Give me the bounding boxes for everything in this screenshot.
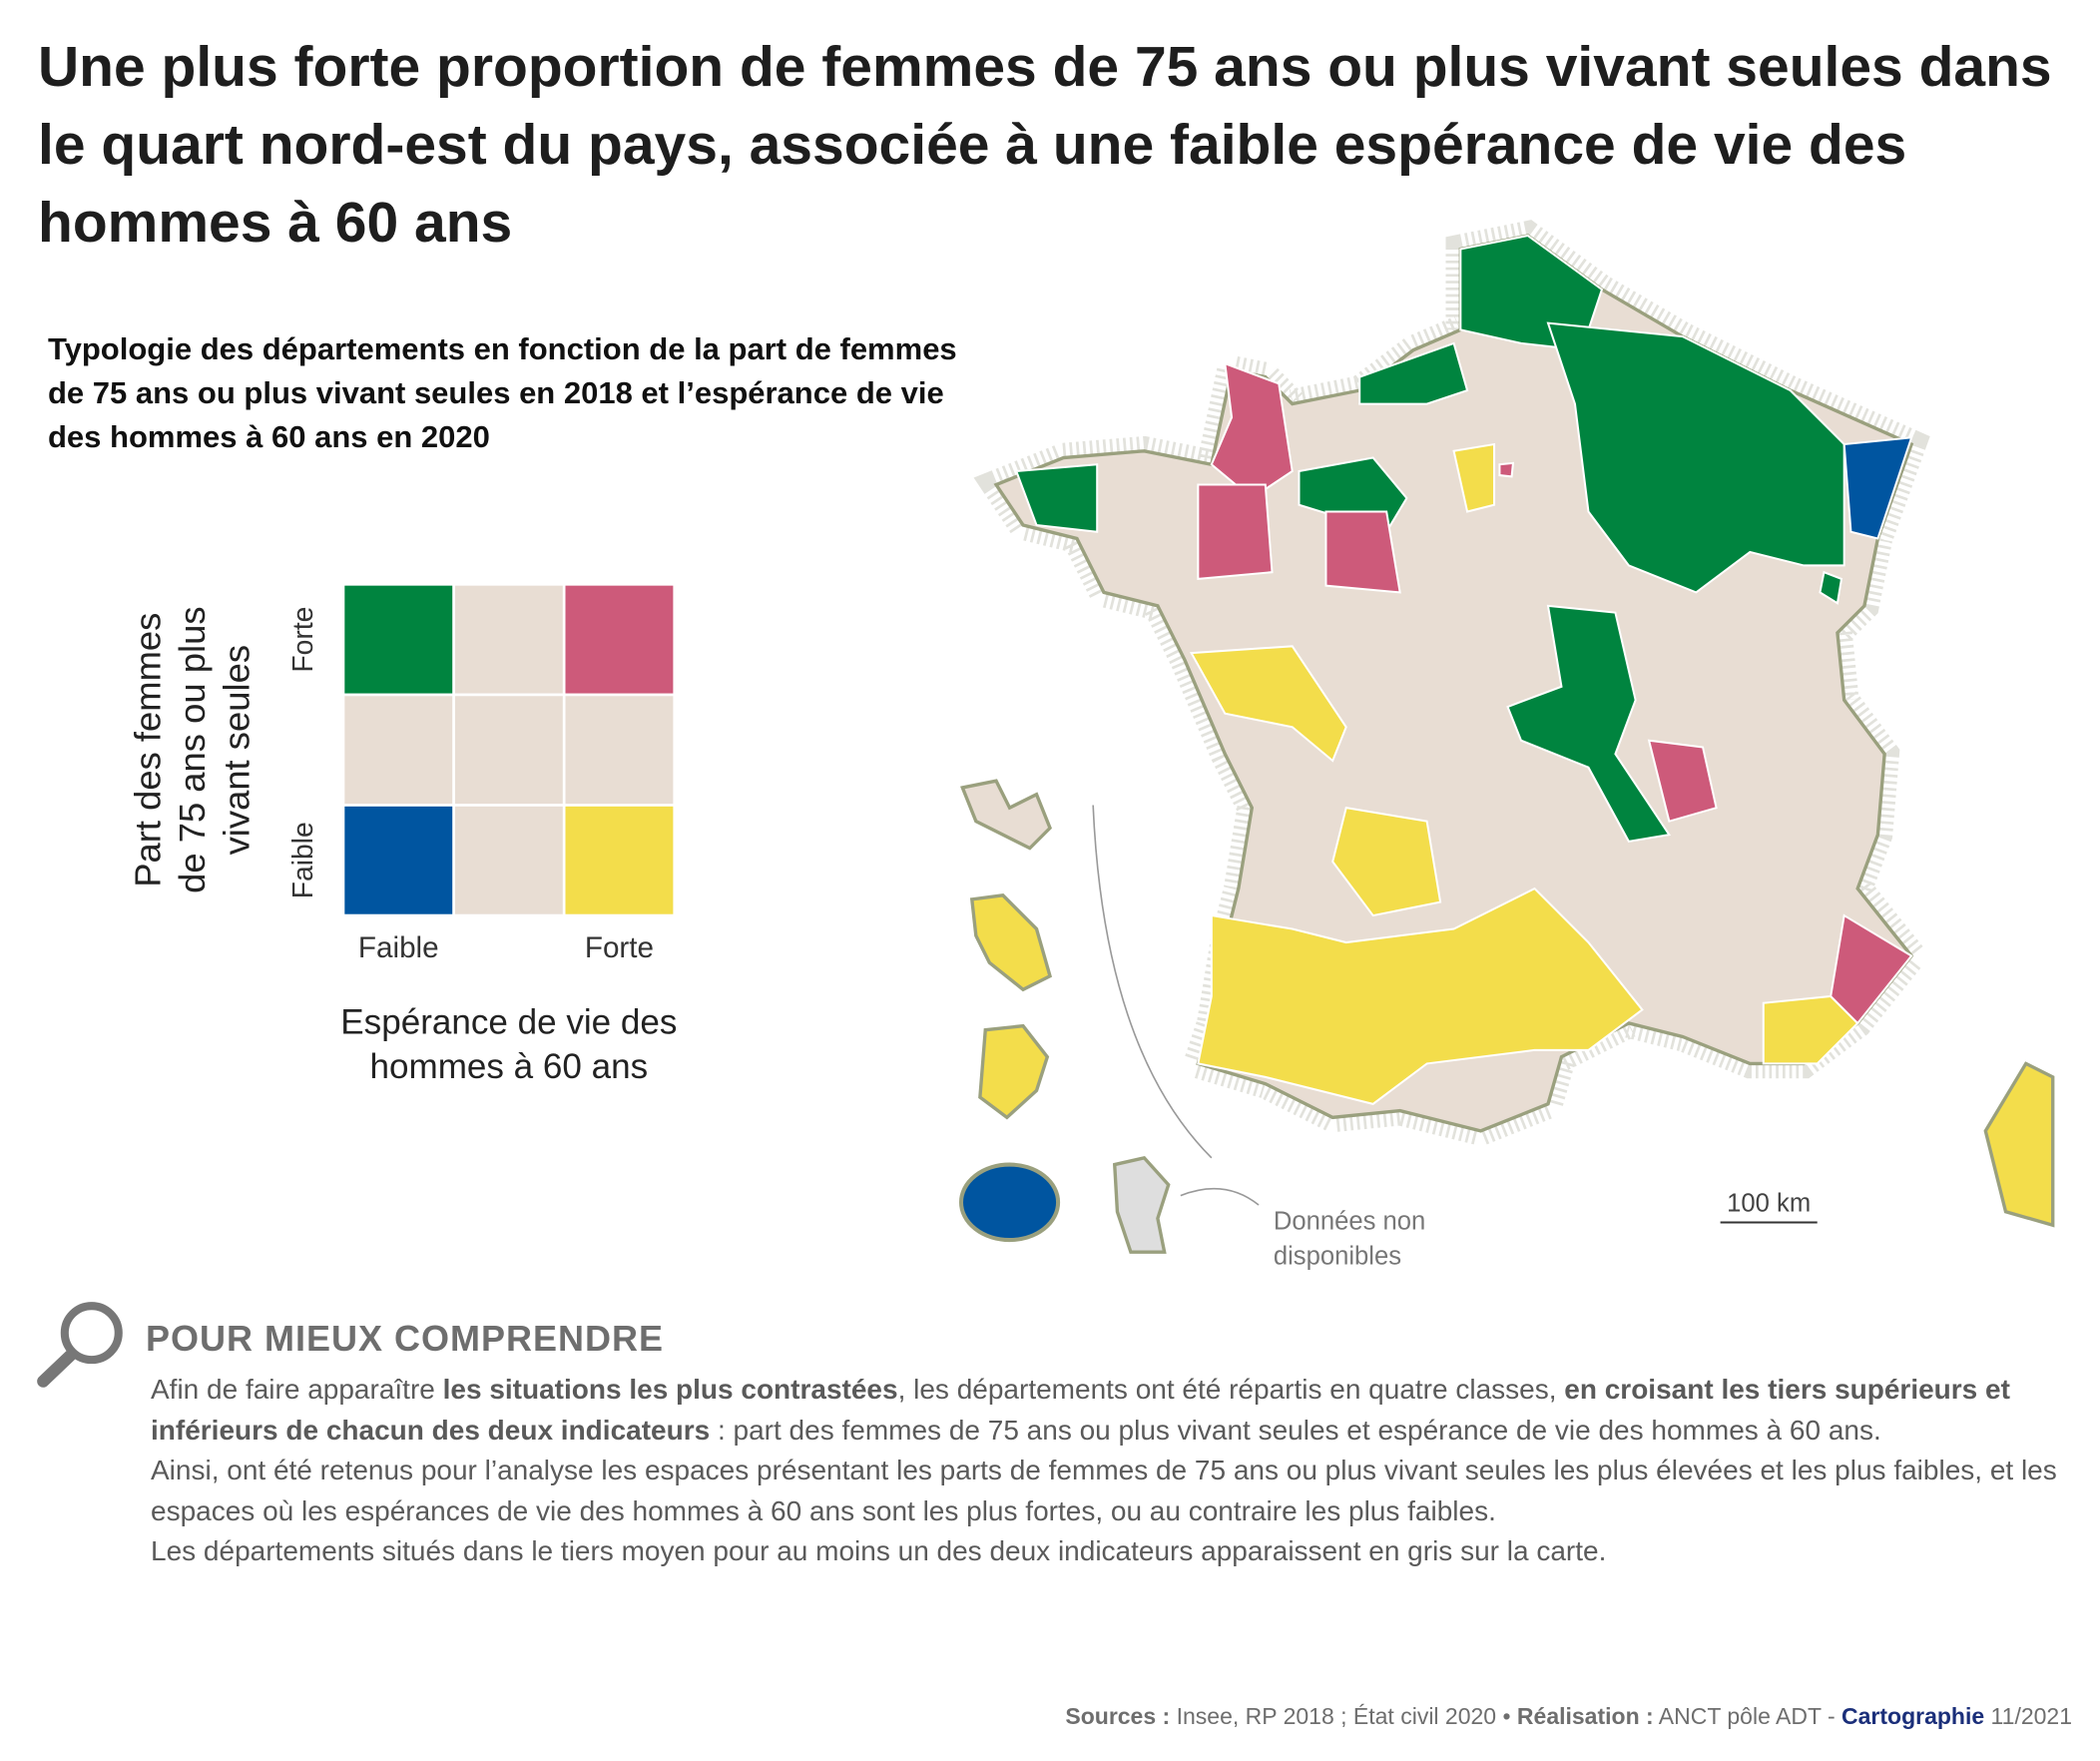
- text-run: Afin de faire apparaître: [151, 1374, 443, 1405]
- text-run: Réalisation :: [1516, 1703, 1654, 1729]
- text-run: Ainsi, ont été retenus pour l’analyse le…: [151, 1455, 2057, 1526]
- guadeloupe: [960, 779, 1052, 851]
- magnifier-icon: [37, 1302, 123, 1388]
- text-run: : part des femmes de 75 ans ou plus viva…: [710, 1414, 1881, 1446]
- paragraph: Les départements situés dans le tiers mo…: [151, 1531, 2077, 1572]
- guyane: [978, 1023, 1050, 1120]
- text-run: Cartographie: [1841, 1703, 1985, 1729]
- legend-y-title: vivant seules: [217, 645, 258, 855]
- martinique: [969, 893, 1053, 992]
- corsica: [1983, 1061, 2055, 1228]
- no-data-label: Données non: [1274, 1207, 1425, 1235]
- departments: [1014, 234, 1913, 1105]
- no-data-label: disponibles: [1274, 1242, 1401, 1270]
- text-run: Les départements situés dans le tiers mo…: [151, 1535, 1607, 1566]
- legend-y-title: Part des femmes: [128, 613, 169, 887]
- explainer-text: Afin de faire apparaître les situations …: [151, 1370, 2077, 1572]
- separator-curve: [1092, 805, 1213, 1159]
- legend-cell: [454, 585, 563, 694]
- text-run: Insee, RP 2018 ; État civil 2020 •: [1170, 1703, 1517, 1729]
- subtitle: Typologie des départements en fonction d…: [48, 331, 957, 454]
- text-run: en croisant les tiers supérieurs et infé…: [151, 1374, 2010, 1446]
- text-run: Sources :: [1065, 1703, 1171, 1729]
- legend-x-title: hommes à 60 ans: [370, 1047, 649, 1086]
- legend-cell: [344, 806, 453, 914]
- scale-label: 100 km: [1727, 1190, 1811, 1218]
- no-data-pointer: [1180, 1187, 1260, 1206]
- legend-x-label: Faible: [358, 931, 439, 964]
- text-run: les situations les plus contrastées: [442, 1374, 898, 1405]
- legend-cell: [454, 696, 563, 805]
- legend-y-label: Faible: [287, 822, 319, 898]
- text-run: ANCT pôle ADT -: [1653, 1703, 1842, 1729]
- reunion: [958, 1162, 1061, 1243]
- explainer-heading: POUR MIEUX COMPRENDRE: [146, 1318, 665, 1359]
- legend-cell: [454, 806, 563, 914]
- text-run: 11/2021: [1984, 1703, 2072, 1729]
- mayotte: [1112, 1155, 1171, 1254]
- title: Une plus forte proportion de femmes de 7…: [38, 35, 2052, 255]
- legend-cell: [344, 696, 453, 805]
- legend-cell: [344, 585, 453, 694]
- text-run: , les départements ont été répartis en q…: [897, 1374, 1565, 1405]
- legend-x-title: Espérance de vie des: [340, 1003, 677, 1042]
- legend-x-label: Forte: [585, 931, 654, 964]
- legend-y-title: de 75 ans ou plus: [172, 606, 213, 892]
- legend-cell: [565, 585, 674, 694]
- legend-y-label: Forte: [287, 607, 319, 673]
- legend-cell: [565, 806, 674, 914]
- paragraph: Afin de faire apparaître les situations …: [151, 1370, 2077, 1451]
- legend: Forte Faible Faible Forte Part des femmes de …: [128, 585, 677, 1086]
- sources: Sources : Insee, RP 2018 ; État civil 20…: [1065, 1703, 2072, 1730]
- paragraph: Ainsi, ont été retenus pour l’analyse le…: [151, 1451, 2077, 1531]
- legend-cell: [565, 696, 674, 805]
